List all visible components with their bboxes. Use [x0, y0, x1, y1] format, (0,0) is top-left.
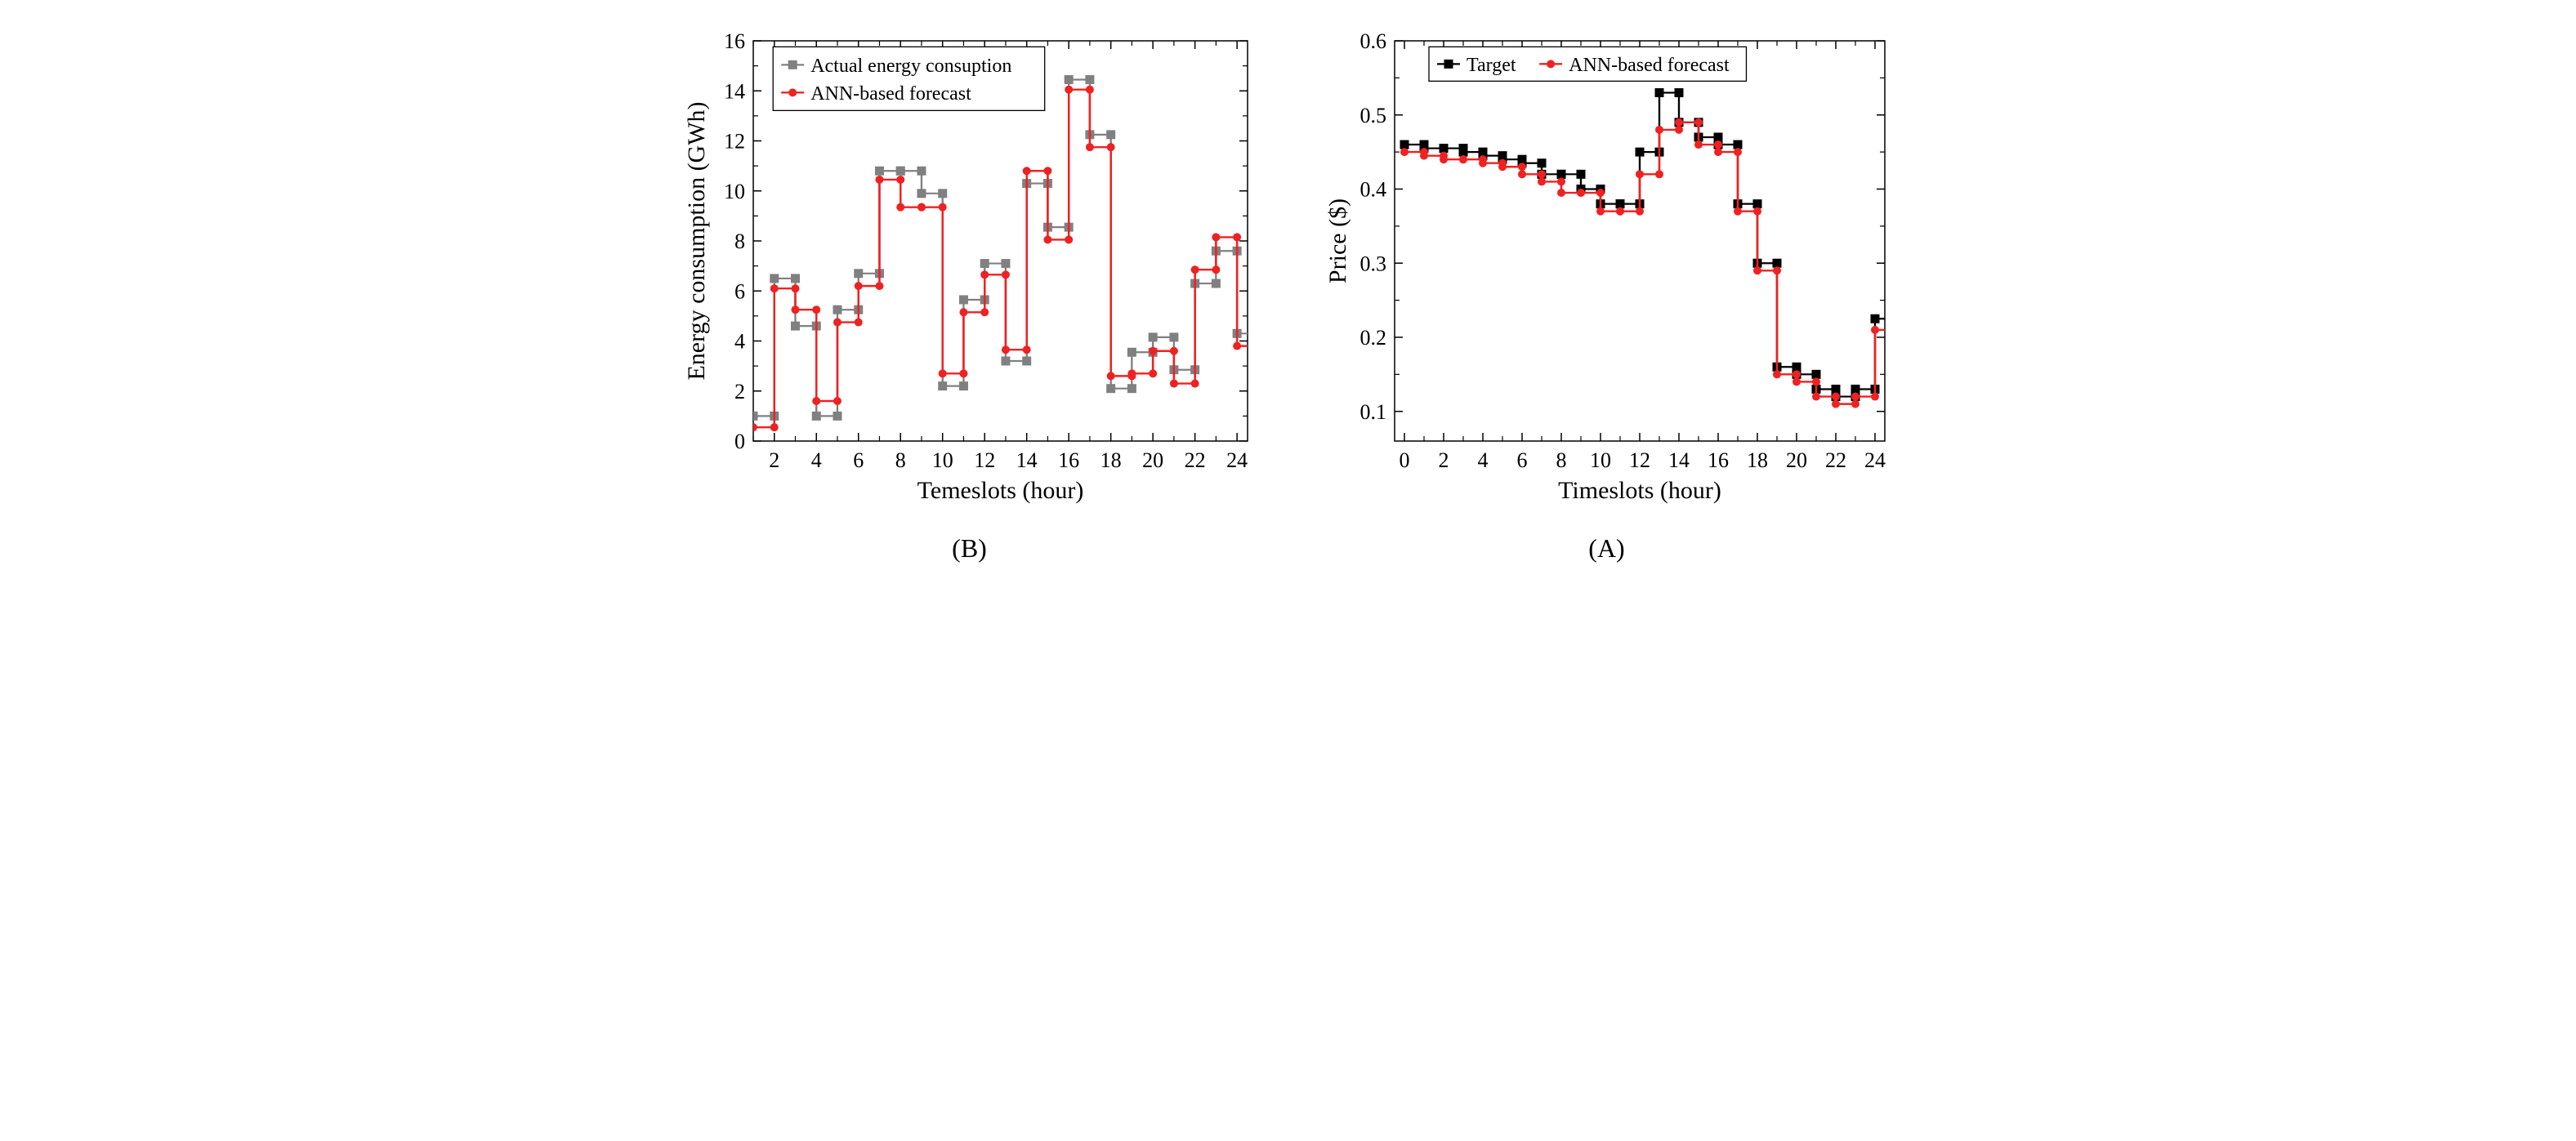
svg-text:Temeslots (hour): Temeslots (hour): [917, 477, 1083, 504]
svg-text:16: 16: [1058, 448, 1079, 472]
svg-text:8: 8: [895, 448, 905, 472]
svg-text:6: 6: [853, 448, 864, 472]
svg-text:0: 0: [734, 430, 745, 453]
svg-text:18: 18: [1747, 448, 1768, 472]
svg-text:4: 4: [810, 448, 821, 472]
svg-text:10: 10: [724, 180, 745, 203]
panel-a: 0246810121416182022240.10.20.30.40.50.6T…: [1313, 16, 1901, 564]
svg-text:0: 0: [1399, 448, 1409, 472]
subplot-label-a: (A): [1588, 533, 1624, 564]
svg-text:10: 10: [1590, 448, 1611, 472]
svg-text:0.3: 0.3: [1359, 252, 1386, 275]
svg-text:14: 14: [724, 79, 745, 103]
svg-text:18: 18: [1100, 448, 1121, 472]
svg-text:10: 10: [931, 448, 953, 472]
svg-text:8: 8: [734, 230, 745, 253]
svg-text:24: 24: [1226, 448, 1248, 472]
svg-text:22: 22: [1825, 448, 1846, 472]
svg-text:Energy consumption (GWh): Energy consumption (GWh): [683, 101, 710, 380]
chart-a-svg: 0246810121416182022240.10.20.30.40.50.6T…: [1313, 16, 1901, 523]
subplot-label-b: (B): [952, 533, 987, 564]
svg-text:2: 2: [1438, 448, 1449, 472]
svg-text:12: 12: [974, 448, 995, 472]
svg-text:4: 4: [1477, 448, 1488, 472]
svg-text:0.2: 0.2: [1359, 326, 1386, 350]
svg-text:16: 16: [1708, 448, 1729, 472]
svg-text:Timeslots (hour): Timeslots (hour): [1558, 477, 1721, 504]
svg-text:2: 2: [769, 448, 779, 472]
svg-text:ANN-based forecast: ANN-based forecast: [810, 83, 971, 105]
svg-text:24: 24: [1864, 448, 1886, 472]
svg-text:14: 14: [1016, 448, 1037, 472]
svg-text:4: 4: [734, 330, 745, 354]
chart-b-wrap: 246810121416182022240246810121416Temeslo…: [676, 16, 1264, 527]
svg-text:0.6: 0.6: [1359, 29, 1386, 53]
chart-b-svg: 246810121416182022240246810121416Temeslo…: [676, 16, 1264, 523]
svg-text:Actual energy consuption: Actual energy consuption: [810, 56, 1011, 77]
svg-text:2: 2: [734, 380, 745, 403]
svg-text:0.4: 0.4: [1359, 178, 1386, 202]
svg-text:14: 14: [1668, 448, 1690, 472]
svg-text:ANN-based forecast: ANN-based forecast: [1569, 55, 1730, 76]
svg-text:6: 6: [1516, 448, 1527, 472]
svg-text:0.1: 0.1: [1359, 400, 1386, 424]
svg-text:8: 8: [1556, 448, 1566, 472]
figure-container: 246810121416182022240246810121416Temeslo…: [16, 16, 2560, 564]
svg-text:6: 6: [734, 279, 745, 303]
panel-b: 246810121416182022240246810121416Temeslo…: [676, 16, 1264, 564]
svg-text:12: 12: [724, 130, 745, 154]
svg-text:16: 16: [724, 29, 745, 53]
svg-text:20: 20: [1786, 448, 1807, 472]
svg-text:0.5: 0.5: [1359, 104, 1386, 127]
svg-text:22: 22: [1184, 448, 1205, 472]
svg-text:Target: Target: [1467, 55, 1516, 76]
svg-text:Price ($): Price ($): [1324, 198, 1351, 283]
svg-text:12: 12: [1629, 448, 1650, 472]
chart-a-wrap: 0246810121416182022240.10.20.30.40.50.6T…: [1313, 16, 1901, 527]
svg-text:20: 20: [1142, 448, 1163, 472]
